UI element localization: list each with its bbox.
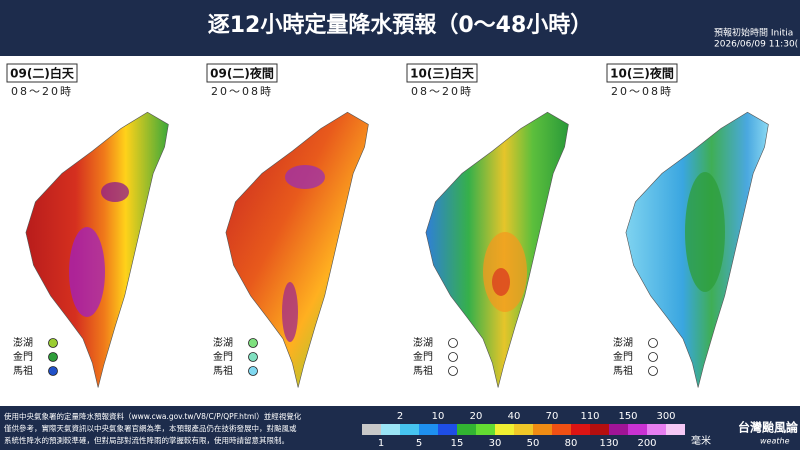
legend-unit: 毫米 (691, 434, 711, 447)
colorbar-cell (666, 424, 685, 435)
island-name: 澎湖 (213, 337, 233, 349)
panel-title-box (406, 63, 478, 83)
colorbar-cell (552, 424, 571, 435)
island-dot (48, 352, 58, 362)
colorbar-cell (400, 424, 419, 435)
colorbar-cell (362, 424, 381, 435)
colorbar-cell (628, 424, 647, 435)
colorbar-cell (438, 424, 457, 435)
island-dot (648, 352, 658, 362)
rain-area (69, 227, 105, 317)
colorbar-cell (514, 424, 533, 435)
island-name: 澎湖 (413, 337, 433, 349)
panel-title-box (606, 63, 678, 83)
legend-bottom: 1 (378, 438, 384, 449)
legend-bottom: 5 (416, 438, 422, 449)
island-name: 馬祖 (13, 364, 33, 377)
island-dot (448, 352, 458, 362)
colorbar-cell (590, 424, 609, 435)
init-label: 預報初始時間 Initia (714, 27, 793, 39)
rain-area (282, 282, 298, 342)
legend-bottom: 200 (637, 438, 656, 449)
note: 使用中央氣象署的定量降水預報資料（www.cwa.gov.tw/V8/C/P/Q… (4, 411, 302, 421)
legend-bottom: 15 (451, 438, 464, 449)
panel-title: 09(二)夜間 (210, 66, 274, 81)
taiwan-map (225, 111, 369, 388)
legend-top: 300 (656, 411, 675, 422)
panel-hours: 08～20時 (411, 85, 473, 98)
colorbar-cell (495, 424, 514, 435)
colorbar-cell (457, 424, 476, 435)
note: 僅供參考，實際天氣資訊以中央氣象署官網為準，本預報產品仍在技術發展中，對颱風或 (4, 423, 297, 433)
island-dot (448, 366, 458, 376)
island-name: 馬祖 (413, 364, 433, 377)
legend-bottom: 50 (527, 438, 540, 449)
colorbar-cell (476, 424, 495, 435)
legend-top: 20 (470, 411, 483, 422)
island-dot (248, 366, 258, 376)
colorbar-cell (381, 424, 400, 435)
legend-top: 10 (432, 411, 445, 422)
island-dot (48, 366, 58, 376)
panel-title-box (6, 63, 78, 83)
colorbar-cell (571, 424, 590, 435)
panel-title-box (206, 63, 278, 83)
panel-title: 10(三)白天 (410, 66, 475, 81)
header-band (0, 0, 800, 52)
panel-hours: 20～08時 (211, 85, 273, 98)
island-dot (48, 338, 58, 348)
panel-hours: 20～08時 (611, 85, 673, 98)
legend-top: 70 (546, 411, 559, 422)
legend-bottom: 30 (489, 438, 502, 449)
island-name: 馬祖 (613, 364, 633, 377)
colorbar-cell (419, 424, 438, 435)
rain-area (492, 268, 510, 296)
note: 系統性降水的預測較準確，但對局部對流性降雨的掌握較有限，使用時請留意其限制。 (4, 435, 289, 445)
legend-top: 2 (397, 411, 403, 422)
panel-title: 10(三)夜間 (610, 66, 674, 81)
island-name: 金門 (413, 350, 433, 363)
island-name: 金門 (13, 350, 33, 363)
island-name: 馬祖 (213, 364, 233, 377)
island-name: 金門 (213, 350, 233, 363)
island-name: 澎湖 (13, 337, 33, 349)
colorbar-cell (609, 424, 628, 435)
panel-hours: 08～20時 (11, 85, 73, 98)
logo: 台灣颱風論 (738, 420, 799, 435)
panel-title: 09(二)白天 (10, 66, 75, 81)
logo-sub: weathe (760, 437, 790, 446)
island-dot (648, 338, 658, 348)
island-name: 金門 (613, 350, 633, 363)
rain-area (101, 182, 129, 202)
legend-top: 150 (618, 411, 637, 422)
rain-area (685, 172, 725, 292)
title: 逐12小時定量降水預報（0～48小時） (208, 12, 593, 38)
legend-top: 110 (580, 411, 599, 422)
colorbar-cell (647, 424, 666, 435)
legend-bottom: 80 (565, 438, 578, 449)
island-dot (248, 338, 258, 348)
init-time: 2026/06/09 11:30( (714, 40, 798, 50)
rain-area (285, 165, 325, 189)
island-name: 澎湖 (613, 337, 633, 349)
colorbar-cell (533, 424, 552, 435)
island-dot (248, 352, 258, 362)
island-dot (648, 366, 658, 376)
legend-bottom: 130 (599, 438, 618, 449)
island-dot (448, 338, 458, 348)
legend-top: 40 (508, 411, 521, 422)
